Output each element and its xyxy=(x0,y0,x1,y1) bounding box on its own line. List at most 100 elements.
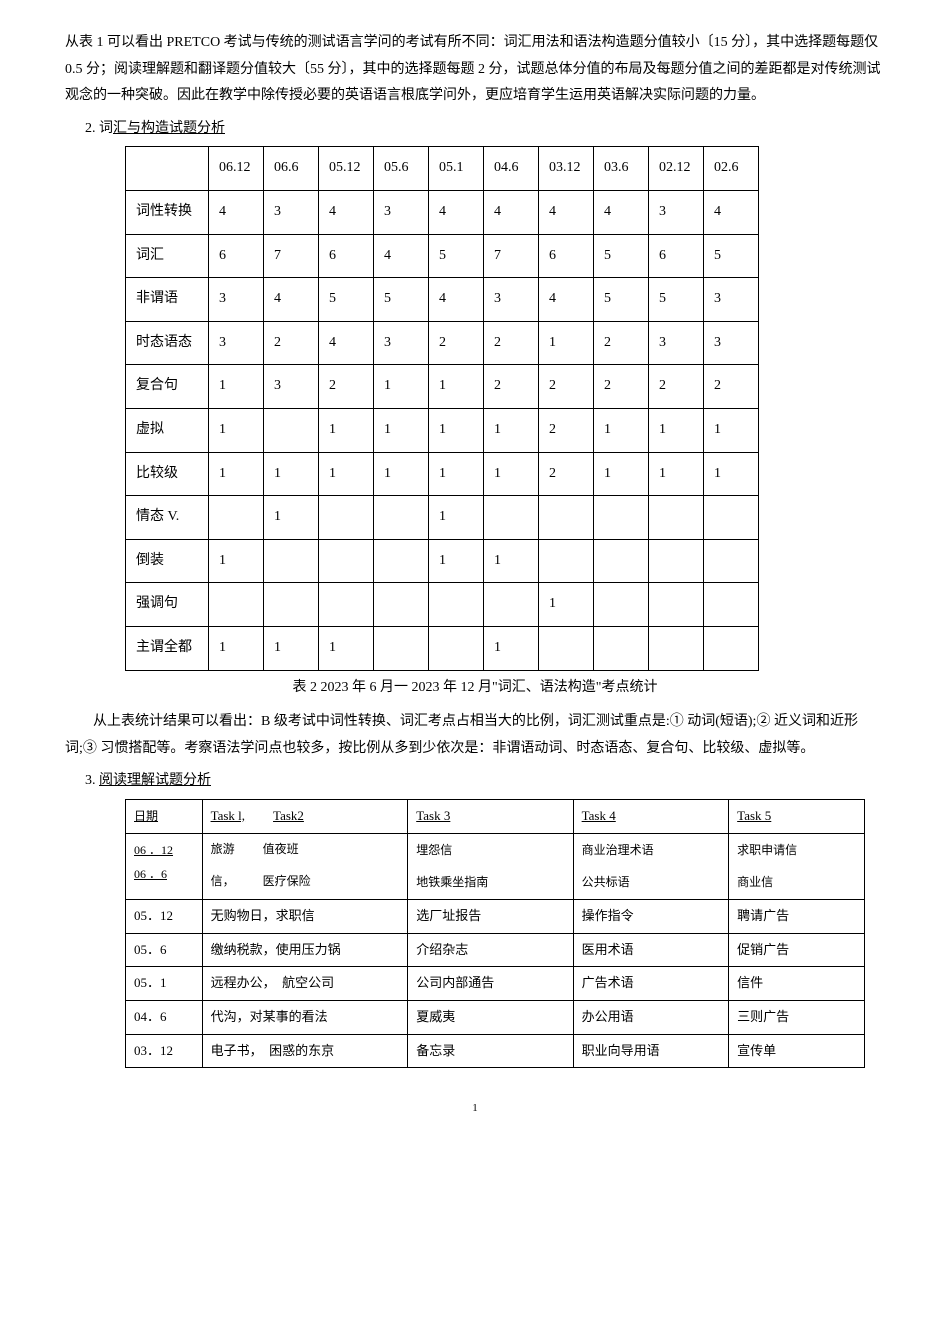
table-row: 非谓语3455434553 xyxy=(126,278,759,322)
t2-hdr-task4: Task 4 xyxy=(582,808,616,823)
table-cell xyxy=(264,408,319,452)
table-cell xyxy=(374,626,429,670)
table-cell: 4 xyxy=(429,278,484,322)
table-cell xyxy=(649,583,704,627)
table-cell: 缴纳税款，使用压力锅 xyxy=(202,933,408,967)
table-cell: 强调句 xyxy=(126,583,209,627)
table-cell xyxy=(649,496,704,540)
table-cell: 选厂址报告 xyxy=(408,899,573,933)
section-2-title: 汇与构造试题分析 xyxy=(113,121,225,136)
table-cell: 4 xyxy=(704,190,759,234)
table-cell: 3 xyxy=(649,321,704,365)
table-cell: 1 xyxy=(319,408,374,452)
t2-0612-t2: 值夜班 xyxy=(263,838,299,861)
table-cell: 2 xyxy=(539,365,594,409)
table-row: 03．12电子书， 困惑的东京备忘录职业向导用语宣传单 xyxy=(126,1034,865,1068)
table-cell: 时态语态 xyxy=(126,321,209,365)
table-cell: 1 xyxy=(594,408,649,452)
table-cell: 备忘录 xyxy=(408,1034,573,1068)
table-cell: 4 xyxy=(429,190,484,234)
table-cell: 2 xyxy=(539,408,594,452)
table-row: 05．1远程办公， 航空公司公司内部通告广告术语信件 xyxy=(126,967,865,1001)
table-cell: 3 xyxy=(484,278,539,322)
table-cell: 1 xyxy=(704,452,759,496)
table-cell: 1 xyxy=(319,626,374,670)
table-cell: 1 xyxy=(209,539,264,583)
t1-h1: 06.12 xyxy=(209,147,264,191)
t2-066-t2: 医疗保险 xyxy=(263,870,311,893)
table-cell xyxy=(594,626,649,670)
table-cell: 1 xyxy=(319,452,374,496)
table-cell: 5 xyxy=(319,278,374,322)
t1-h3: 05.12 xyxy=(319,147,374,191)
table-cell xyxy=(484,496,539,540)
table-cell: 1 xyxy=(649,452,704,496)
table-cell: 复合句 xyxy=(126,365,209,409)
table-cell: 2 xyxy=(594,365,649,409)
t2-0612-c4: 求职申请信 xyxy=(737,843,797,857)
table-cell: 1 xyxy=(374,452,429,496)
t1-h5: 05.1 xyxy=(429,147,484,191)
table-cell: 办公用语 xyxy=(573,1001,729,1035)
table-cell: 2 xyxy=(594,321,649,365)
t1-h6: 04.6 xyxy=(484,147,539,191)
table-cell: 1 xyxy=(484,408,539,452)
table-cell: 虚拟 xyxy=(126,408,209,452)
table-cell: 介绍杂志 xyxy=(408,933,573,967)
table-cell xyxy=(704,539,759,583)
t1-h2: 06.6 xyxy=(264,147,319,191)
table-cell xyxy=(209,496,264,540)
t2-066-date: 06 ．6 xyxy=(134,867,167,881)
table-cell: 5 xyxy=(594,278,649,322)
table-cell: 夏威夷 xyxy=(408,1001,573,1035)
table-cell: 4 xyxy=(319,321,374,365)
table-cell: 5 xyxy=(649,278,704,322)
table-row: 词汇6764576565 xyxy=(126,234,759,278)
intro-paragraph: 从表 1 可以看出 PRETCO 考试与传统的测试语言学问的考试有所不同：词汇用… xyxy=(65,30,885,110)
table-cell: 1 xyxy=(209,365,264,409)
table-cell: 1 xyxy=(429,452,484,496)
table-row: 05．12无购物日，求职信选厂址报告操作指令聘请广告 xyxy=(126,899,865,933)
table-cell: 1 xyxy=(264,496,319,540)
table-cell: 7 xyxy=(264,234,319,278)
table-cell: 信件 xyxy=(729,967,865,1001)
table-cell xyxy=(374,583,429,627)
table-cell-date: 05．12 xyxy=(126,899,203,933)
table-cell xyxy=(264,583,319,627)
table-cell: 3 xyxy=(704,321,759,365)
table-cell: 远程办公， 航空公司 xyxy=(202,967,408,1001)
table-cell: 2 xyxy=(539,452,594,496)
table-cell: 6 xyxy=(539,234,594,278)
table-cell: 6 xyxy=(649,234,704,278)
table-cell: 宣传单 xyxy=(729,1034,865,1068)
t2-066-c4: 商业信 xyxy=(737,875,773,889)
table-cell: 1 xyxy=(429,539,484,583)
table-cell: 4 xyxy=(484,190,539,234)
t2-hdr-task3: Task 3 xyxy=(416,808,450,823)
table-cell: 2 xyxy=(484,321,539,365)
table-cell xyxy=(319,539,374,583)
table-cell: 情态 V. xyxy=(126,496,209,540)
table-row: 情态 V.11 xyxy=(126,496,759,540)
table-cell: 1 xyxy=(484,626,539,670)
section-3-heading: 3. 阅读理解试题分析 xyxy=(85,768,885,795)
table-cell: 3 xyxy=(704,278,759,322)
table-cell: 1 xyxy=(594,452,649,496)
table-cell xyxy=(649,539,704,583)
table-cell: 4 xyxy=(264,278,319,322)
reading-comprehension-table: 日期 Task l, Task2 Task 3 Task 4 Task 5 06… xyxy=(125,799,865,1069)
table-cell: 1 xyxy=(374,365,429,409)
table-cell: 5 xyxy=(429,234,484,278)
table-cell: 电子书， 困惑的东京 xyxy=(202,1034,408,1068)
table-cell: 2 xyxy=(649,365,704,409)
t1-h7: 03.12 xyxy=(539,147,594,191)
table-cell: 广告术语 xyxy=(573,967,729,1001)
table-cell xyxy=(704,496,759,540)
table-cell: 4 xyxy=(539,190,594,234)
table-cell: 1 xyxy=(484,452,539,496)
table-cell: 1 xyxy=(264,452,319,496)
t2-hdr-task1: Task l, xyxy=(211,804,245,829)
table-cell: 1 xyxy=(209,452,264,496)
t2-row-066: 信， 医疗保险 地铁乘坐指南 公共标语 商业信 xyxy=(126,866,865,899)
table-cell: 4 xyxy=(209,190,264,234)
